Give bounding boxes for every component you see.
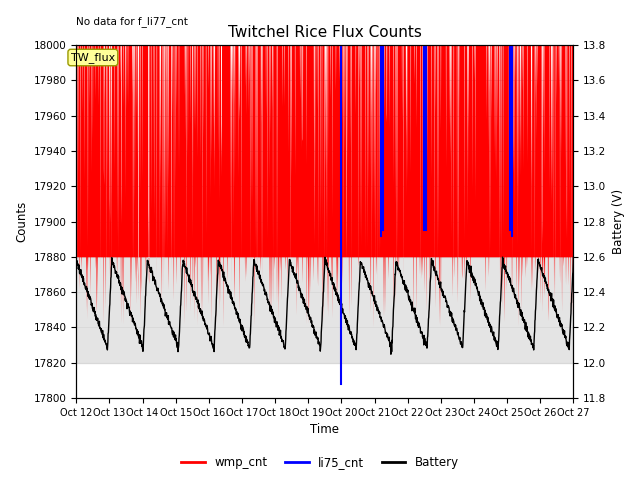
Text: No data for f_li77_cnt: No data for f_li77_cnt bbox=[76, 16, 188, 27]
Text: TW_flux: TW_flux bbox=[71, 52, 115, 63]
Bar bbox=[76, 257, 573, 363]
Legend: wmp_cnt, li75_cnt, Battery: wmp_cnt, li75_cnt, Battery bbox=[176, 452, 464, 474]
Title: Twitchel Rice Flux Counts: Twitchel Rice Flux Counts bbox=[228, 25, 422, 40]
X-axis label: Time: Time bbox=[310, 423, 339, 436]
Y-axis label: Counts: Counts bbox=[15, 201, 28, 242]
Y-axis label: Battery (V): Battery (V) bbox=[612, 189, 625, 254]
